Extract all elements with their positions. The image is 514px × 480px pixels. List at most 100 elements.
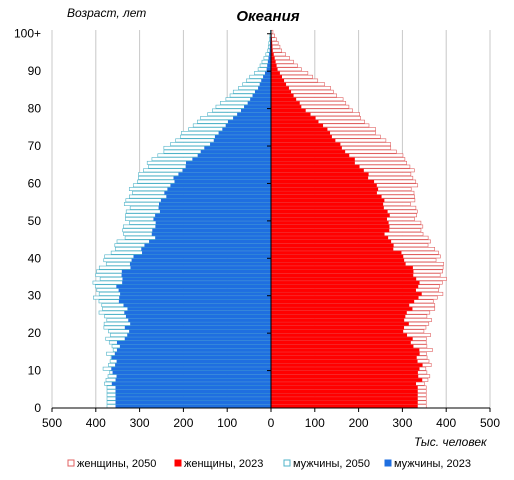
bar-women-2023 xyxy=(271,146,342,150)
bar-women-2023 xyxy=(271,161,355,165)
bar-women-2023 xyxy=(271,284,419,289)
bar-men-2023 xyxy=(213,138,271,143)
x-tick-label: 300 xyxy=(392,416,412,430)
bar-men-2023 xyxy=(192,157,271,161)
bar-men-2023 xyxy=(264,71,271,75)
bar-women-2023 xyxy=(271,359,418,364)
chart-title: Океания xyxy=(236,8,299,25)
y-tick-label: 10 xyxy=(28,364,42,378)
bar-men-2023 xyxy=(159,209,271,214)
bar-men-2023 xyxy=(155,213,271,218)
bar-men-2023 xyxy=(155,224,271,229)
x-tick-labels: 500 400 300 200 100 0 100 200 300 400 500 xyxy=(42,416,500,430)
bar-men-2023 xyxy=(155,221,271,225)
bar-women-2023 xyxy=(271,329,404,334)
bar-women-2023 xyxy=(271,187,379,191)
bar-men-2023 xyxy=(269,49,271,53)
bar-women-2023 xyxy=(271,292,422,296)
bar-men-2023 xyxy=(116,284,271,289)
y-tick-label: 50 xyxy=(28,214,42,228)
bar-men-2023 xyxy=(266,67,271,72)
bar-women-2023 xyxy=(271,209,388,214)
bar-men-2023 xyxy=(119,344,271,349)
bar-women-2023 xyxy=(271,63,277,68)
bar-women-2023 xyxy=(271,138,336,143)
bar-men-2023 xyxy=(240,108,271,113)
bar-men-2023 xyxy=(111,367,272,371)
bar-women-2023 xyxy=(271,78,285,83)
bar-women-2023 xyxy=(271,183,377,188)
bar-women-2023 xyxy=(271,127,328,132)
bar-men-2023 xyxy=(261,78,271,83)
bar-women-2023 xyxy=(271,314,406,319)
bar-men-2023 xyxy=(250,97,271,102)
bar-men-2023 xyxy=(115,389,271,394)
bar-men-2023 xyxy=(254,90,271,94)
bar-men-2023 xyxy=(116,374,271,379)
bar-men-2023 xyxy=(121,273,271,278)
y-axis-label: Возраст, лет xyxy=(67,6,146,20)
bar-women-2023 xyxy=(271,277,417,281)
bar-women-2023 xyxy=(271,67,278,72)
bar-men-2023 xyxy=(182,168,271,173)
x-tick-label: 500 xyxy=(42,416,62,430)
bar-men-2023 xyxy=(129,262,271,266)
bar-women-2050 xyxy=(270,48,282,53)
bar-women-2023 xyxy=(271,93,294,98)
bar-men-2023 xyxy=(116,340,272,345)
bar-women-2023 xyxy=(271,236,389,240)
bar-men-2023 xyxy=(222,127,271,132)
bars-2023 xyxy=(111,30,423,408)
bar-women-2023 xyxy=(271,49,273,53)
bar-men-2023 xyxy=(204,146,271,150)
bar-women-2023 xyxy=(271,180,375,184)
x-tick-label: 100 xyxy=(305,416,325,430)
bar-women-2023 xyxy=(271,303,410,307)
bar-men-2023 xyxy=(112,370,271,375)
bar-women-2050 xyxy=(270,33,275,38)
bar-men-2023 xyxy=(160,198,271,203)
bar-women-2023 xyxy=(271,310,407,315)
bar-women-2023 xyxy=(271,322,409,326)
bar-women-2023 xyxy=(271,266,413,270)
legend-swatch xyxy=(283,459,291,467)
y-tick-label: 80 xyxy=(28,102,42,116)
bar-women-2023 xyxy=(271,194,382,199)
bar-women-2023 xyxy=(271,296,419,300)
bar-women-2023 xyxy=(271,258,405,263)
x-tick-label: 200 xyxy=(173,416,193,430)
bar-men-2023 xyxy=(115,393,271,397)
bar-women-2023 xyxy=(271,389,418,394)
bar-women-2023 xyxy=(271,404,418,408)
bar-women-2023 xyxy=(271,307,413,311)
bar-men-2023 xyxy=(115,385,271,390)
bar-men-2023 xyxy=(237,112,271,117)
bar-men-2023 xyxy=(153,217,271,221)
bar-men-2023 xyxy=(152,228,271,233)
y-tick-label: 60 xyxy=(28,176,42,190)
bar-men-2023 xyxy=(124,325,271,330)
bar-men-2023 xyxy=(131,258,271,263)
bar-women-2023 xyxy=(271,288,416,292)
bar-women-2050 xyxy=(270,29,274,34)
bar-women-2023 xyxy=(271,176,369,180)
bar-women-2023 xyxy=(271,367,420,371)
bar-women-2023 xyxy=(271,281,420,285)
bar-men-2023 xyxy=(155,236,271,240)
x-tick-label: 300 xyxy=(130,416,150,430)
bar-men-2023 xyxy=(200,150,271,154)
y-tick-labels: 0 10 20 30 40 50 60 70 80 90 100+ xyxy=(14,27,41,415)
bar-men-2023 xyxy=(174,180,271,184)
bar-women-2023 xyxy=(271,135,332,139)
bar-men-2023 xyxy=(269,52,271,57)
bar-women-2023 xyxy=(271,56,275,60)
bar-women-2023 xyxy=(271,97,297,102)
x-tick-label: 400 xyxy=(86,416,106,430)
bar-women-2023 xyxy=(271,150,346,154)
bar-women-2023 xyxy=(271,120,319,124)
bar-women-2023 xyxy=(271,262,406,266)
bar-women-2023 xyxy=(271,370,418,375)
bar-women-2023 xyxy=(271,198,385,203)
bar-women-2023 xyxy=(271,363,423,367)
bar-women-2023 xyxy=(271,243,394,248)
